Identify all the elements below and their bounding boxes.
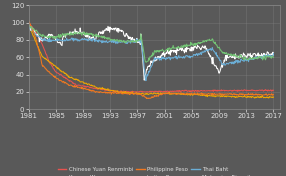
Chinese Yuan Renminbi (170, 91, 174, 93)
Line: Chinese Yuan Renminbi: Chinese Yuan Renminbi (29, 23, 273, 93)
Malaysian Ringgit (170, 47, 173, 49)
Philippine Peso (145, 98, 148, 100)
Line: Korean Won: Korean Won (29, 26, 273, 80)
Thai Baht (144, 80, 148, 82)
Thai Baht (27, 27, 30, 29)
Chinese Yuan Renminbi (225, 89, 228, 92)
Korean Won (272, 54, 275, 56)
Line: Philippine Peso: Philippine Peso (29, 21, 273, 99)
Indian Rupee (27, 25, 30, 27)
Indian Rupee (169, 93, 172, 95)
Philippine Peso (170, 93, 173, 95)
Line: Thai Baht: Thai Baht (29, 27, 273, 81)
Indian Rupee (171, 92, 175, 94)
Philippine Peso (224, 93, 228, 95)
Philippine Peso (172, 92, 175, 95)
Malaysian Ringgit (272, 56, 275, 58)
Korean Won (27, 25, 31, 27)
Philippine Peso (39, 56, 42, 59)
Indian Rupee (39, 51, 42, 54)
Philippine Peso (85, 88, 88, 90)
Chinese Yuan Renminbi (85, 85, 89, 87)
Korean Won (170, 50, 174, 52)
Thai Baht (272, 52, 275, 55)
Korean Won (49, 33, 53, 35)
Malaysian Ringgit (85, 32, 88, 34)
Indian Rupee (253, 97, 257, 99)
Chinese Yuan Renminbi (272, 89, 275, 91)
Malaysian Ringgit (39, 34, 42, 36)
Philippine Peso (49, 73, 52, 75)
Thai Baht (85, 38, 89, 40)
Thai Baht (39, 38, 43, 40)
Thai Baht (225, 62, 228, 64)
Malaysian Ringgit (144, 61, 148, 63)
Chinese Yuan Renminbi (129, 92, 132, 94)
Chinese Yuan Renminbi (172, 90, 176, 92)
Malaysian Ringgit (172, 47, 175, 49)
Line: Indian Rupee: Indian Rupee (29, 26, 273, 98)
Chinese Yuan Renminbi (27, 22, 30, 24)
Malaysian Ringgit (27, 23, 30, 25)
Korean Won (172, 49, 176, 52)
Malaysian Ringgit (224, 53, 228, 55)
Chinese Yuan Renminbi (49, 63, 53, 65)
Korean Won (225, 59, 228, 62)
Thai Baht (49, 40, 53, 42)
Thai Baht (170, 57, 174, 59)
Line: Malaysian Ringgit: Malaysian Ringgit (29, 24, 273, 62)
Indian Rupee (224, 95, 227, 98)
Indian Rupee (85, 82, 88, 84)
Korean Won (142, 79, 146, 81)
Malaysian Ringgit (49, 36, 52, 38)
Legend: Chinese Yuan Renminbi, Korean Won, Philippine Peso, Indian Rupee, Thai Baht, Mal: Chinese Yuan Renminbi, Korean Won, Phili… (57, 166, 252, 176)
Korean Won (27, 26, 30, 28)
Thai Baht (172, 56, 176, 58)
Chinese Yuan Renminbi (39, 41, 43, 43)
Philippine Peso (27, 20, 30, 22)
Indian Rupee (49, 61, 52, 63)
Thai Baht (29, 26, 32, 28)
Chinese Yuan Renminbi (27, 21, 31, 24)
Philippine Peso (272, 93, 275, 96)
Korean Won (39, 39, 43, 42)
Korean Won (85, 36, 89, 38)
Indian Rupee (272, 96, 275, 98)
